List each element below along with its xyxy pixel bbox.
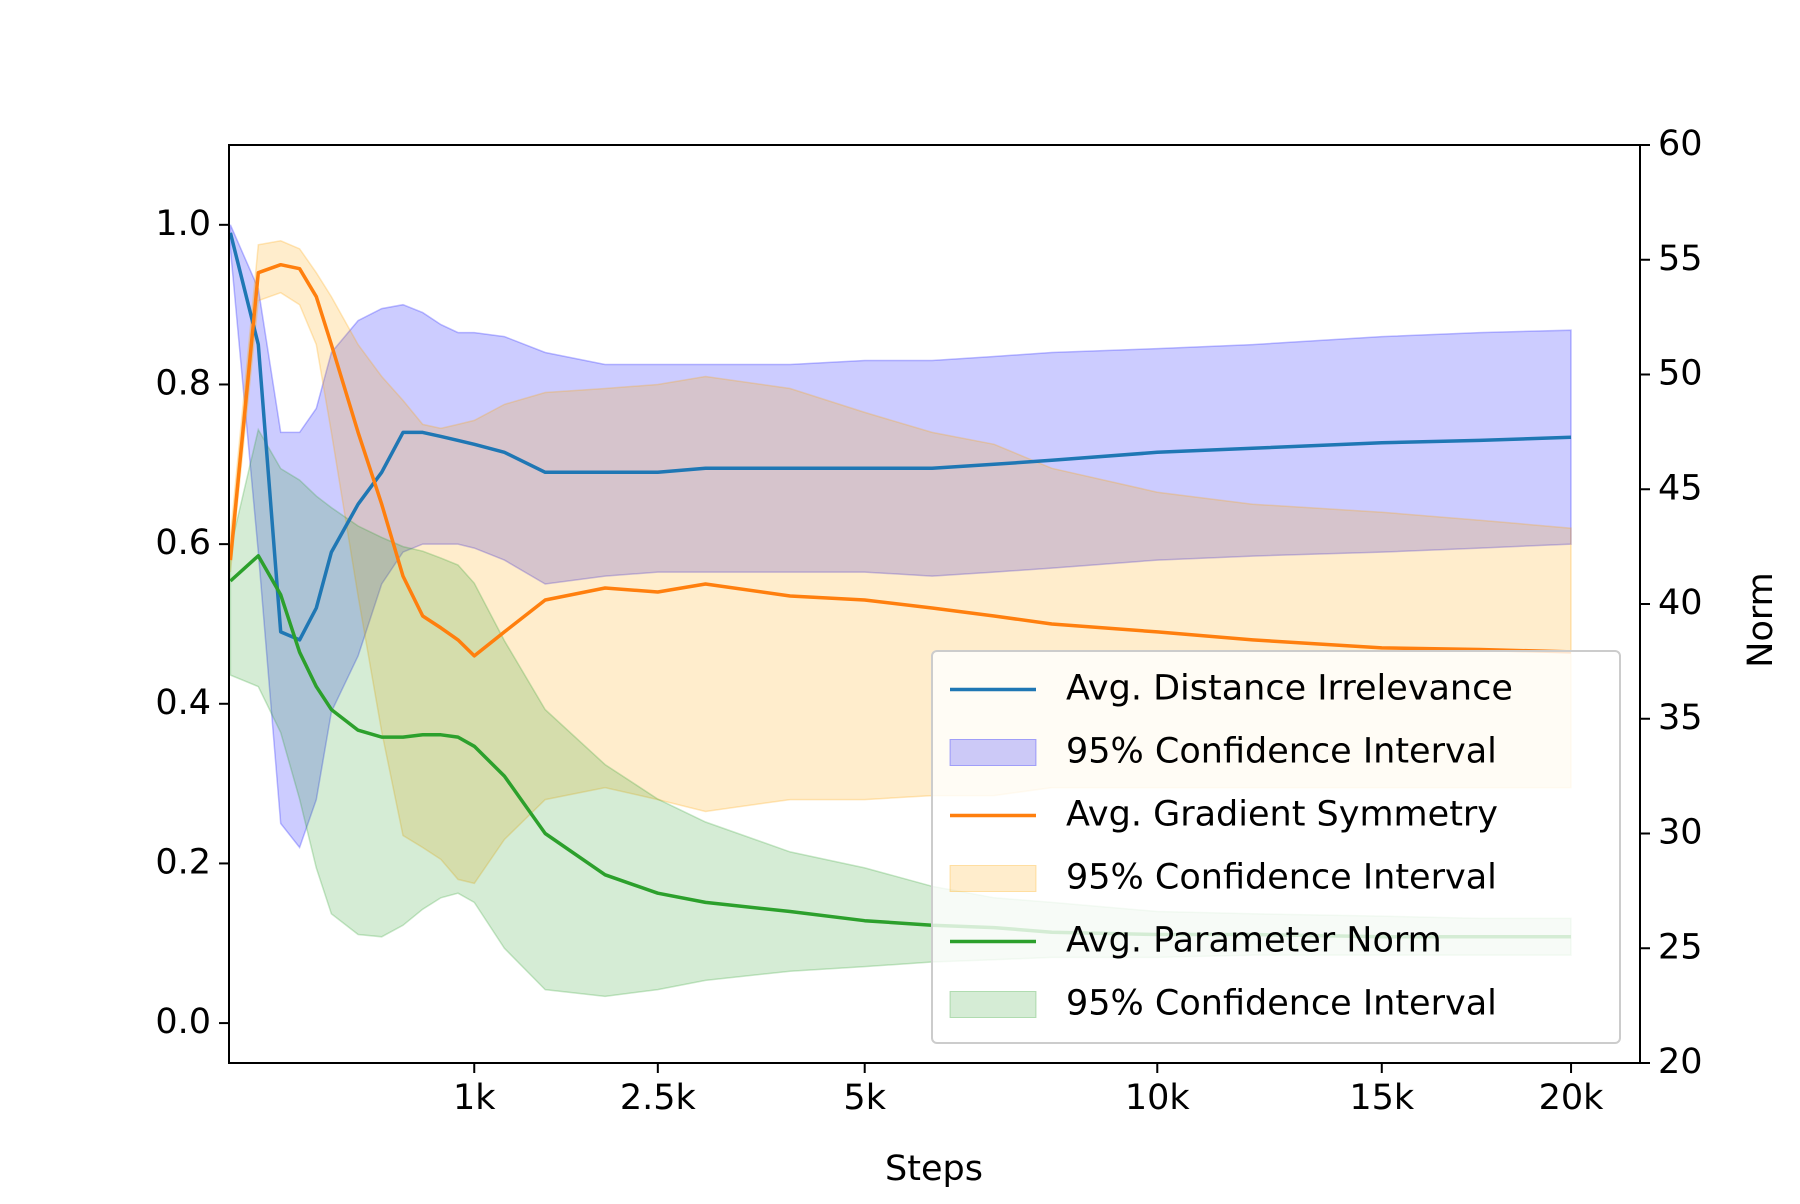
x-tick-label: 5k bbox=[843, 1078, 886, 1118]
legend-swatch bbox=[949, 991, 1037, 1018]
y2-tick-label: 50 bbox=[1658, 354, 1703, 394]
legend-label: Avg. Parameter Norm bbox=[1066, 921, 1442, 961]
y2-tick-label: 60 bbox=[1658, 124, 1703, 164]
line-series bbox=[228, 262, 1572, 658]
line-series bbox=[228, 232, 1572, 642]
y2-tick-label: 45 bbox=[1658, 468, 1703, 508]
legend-box bbox=[931, 650, 1621, 1044]
legend-label: 95% Confidence Interval bbox=[1066, 858, 1497, 898]
y-tick-label: 0.0 bbox=[155, 1002, 211, 1042]
y-tick-label: 0.8 bbox=[155, 363, 211, 403]
legend-label: Avg. Gradient Symmetry bbox=[1066, 795, 1498, 835]
x-tick-label: 2.5k bbox=[620, 1078, 697, 1118]
x-axis-label: Steps bbox=[885, 1149, 983, 1189]
confidence-band bbox=[229, 224, 1572, 850]
y-tick-label: 1.0 bbox=[155, 204, 211, 244]
x-tick-label: 20k bbox=[1539, 1078, 1605, 1118]
y2-tick-label: 20 bbox=[1658, 1042, 1703, 1082]
y-tick-label: 0.6 bbox=[155, 523, 211, 563]
legend-label: 95% Confidence Interval bbox=[1066, 984, 1497, 1024]
legend: Avg. Distance Irrelevance 95% Confidence … bbox=[931, 650, 1621, 1044]
y2-tick-label: 35 bbox=[1658, 698, 1703, 738]
legend-swatch bbox=[949, 739, 1037, 766]
y2-tick-label: 30 bbox=[1658, 813, 1703, 853]
legend-swatch bbox=[949, 865, 1037, 892]
y2-tick-label: 25 bbox=[1658, 927, 1703, 967]
legend-label: 95% Confidence Interval bbox=[1066, 732, 1497, 772]
legend-label: Avg. Distance Irrelevance bbox=[1066, 669, 1513, 709]
y2-tick-label: 40 bbox=[1658, 583, 1703, 623]
x-tick-label: 1k bbox=[453, 1078, 496, 1118]
x-tick-label: 10k bbox=[1125, 1078, 1191, 1118]
y2-axis-label: Norm bbox=[1741, 572, 1781, 667]
y2-tick-label: 55 bbox=[1658, 239, 1703, 279]
y-tick-label: 0.4 bbox=[155, 683, 211, 723]
y-tick-label: 0.2 bbox=[155, 842, 211, 882]
x-tick-label: 15k bbox=[1349, 1078, 1415, 1118]
